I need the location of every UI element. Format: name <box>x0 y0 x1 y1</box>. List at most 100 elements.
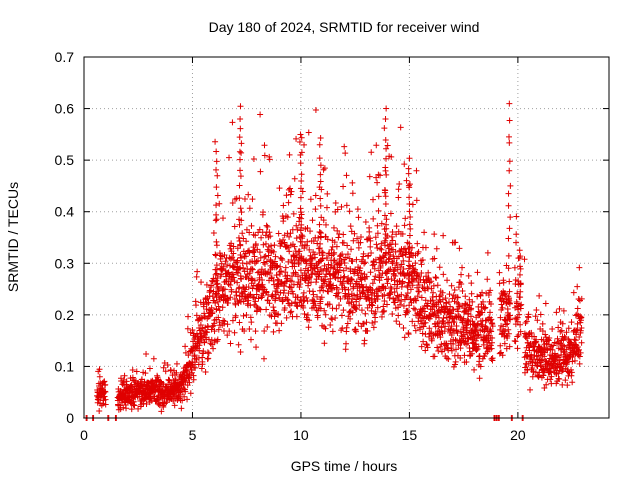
data-point <box>358 307 365 314</box>
data-point <box>214 192 221 199</box>
data-point <box>433 275 440 282</box>
data-point <box>391 267 398 274</box>
data-point <box>187 390 194 397</box>
data-point <box>505 265 512 272</box>
data-point <box>227 340 234 347</box>
data-point <box>233 269 240 276</box>
data-point <box>382 193 389 200</box>
data-point <box>317 298 324 305</box>
data-point <box>272 288 279 295</box>
data-point <box>230 243 237 250</box>
data-point <box>353 298 360 305</box>
data-point <box>426 325 433 332</box>
data-point <box>513 239 520 246</box>
data-point <box>226 154 233 161</box>
data-point <box>461 305 468 312</box>
data-point <box>236 182 243 189</box>
data-point <box>332 315 339 322</box>
data-point <box>213 238 220 245</box>
data-point <box>375 193 382 200</box>
data-point <box>373 142 380 149</box>
data-point <box>303 294 310 301</box>
data-point <box>382 187 389 194</box>
data-point <box>210 229 217 236</box>
data-point <box>422 347 429 354</box>
data-point <box>381 125 388 132</box>
data-point <box>177 391 184 398</box>
data-point <box>489 323 496 330</box>
data-point <box>419 330 426 337</box>
data-point <box>242 253 249 260</box>
data-point <box>273 272 280 279</box>
data-point <box>306 317 313 324</box>
data-point <box>405 245 412 252</box>
data-point <box>547 376 554 383</box>
data-point <box>248 265 255 272</box>
data-point <box>377 172 384 179</box>
data-point <box>322 276 329 283</box>
data-point <box>220 263 227 270</box>
data-point <box>405 258 412 265</box>
data-point <box>474 332 481 339</box>
data-point <box>186 379 193 386</box>
data-point <box>382 231 389 238</box>
data-point <box>254 246 261 253</box>
data-point <box>331 249 338 256</box>
data-point <box>146 365 153 372</box>
data-point <box>221 318 228 325</box>
data-point <box>456 313 463 320</box>
data-point <box>457 345 464 352</box>
data-point <box>326 301 333 308</box>
data-point <box>339 251 346 258</box>
y-tick-label: 0.1 <box>55 358 75 374</box>
data-point <box>339 325 346 332</box>
data-point <box>236 156 243 163</box>
data-point <box>418 294 425 301</box>
data-point <box>448 344 455 351</box>
data-point <box>336 231 343 238</box>
data-point <box>298 171 305 178</box>
data-point <box>181 377 188 384</box>
data-point <box>341 273 348 280</box>
data-point <box>458 332 465 339</box>
data-point <box>324 236 331 243</box>
data-point <box>400 266 407 273</box>
data-point <box>468 305 475 312</box>
data-point <box>229 317 236 324</box>
data-point <box>194 268 201 275</box>
data-point <box>237 173 244 180</box>
data-point <box>539 320 546 327</box>
data-point <box>354 206 361 213</box>
data-point <box>305 129 312 136</box>
data-point <box>440 232 447 239</box>
data-point <box>213 262 220 269</box>
data-point <box>293 135 300 142</box>
data-point <box>268 274 275 281</box>
data-point <box>293 313 300 320</box>
data-point <box>299 233 306 240</box>
data-point <box>248 319 255 326</box>
data-point <box>340 307 347 314</box>
data-point <box>381 212 388 219</box>
data-point <box>489 355 496 362</box>
data-point <box>213 277 220 284</box>
data-point <box>246 325 253 332</box>
data-point <box>440 315 447 322</box>
data-point <box>464 324 471 331</box>
data-point <box>328 246 335 253</box>
data-point <box>220 215 227 222</box>
data-point <box>406 221 413 228</box>
data-point <box>212 271 219 278</box>
data-point <box>270 248 277 255</box>
data-point <box>415 288 422 295</box>
data-point <box>192 364 199 371</box>
data-point <box>574 311 581 318</box>
data-point <box>454 294 461 301</box>
data-point <box>355 214 362 221</box>
data-point <box>460 315 467 322</box>
data-point <box>474 293 481 300</box>
data-point <box>286 284 293 291</box>
data-point <box>370 196 377 203</box>
data-point <box>298 253 305 260</box>
data-point <box>96 407 103 414</box>
